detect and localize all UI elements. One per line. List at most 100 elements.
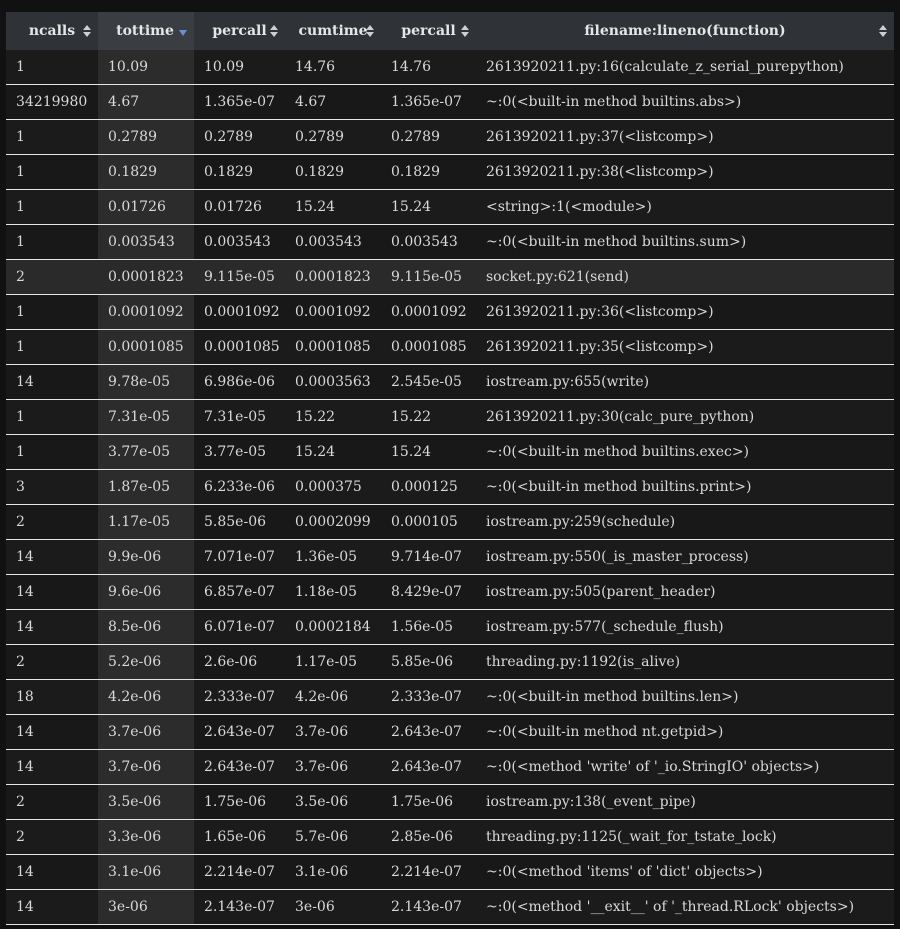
cell-ncalls: 14 xyxy=(6,854,98,890)
column-header-percall-cumulative[interactable]: percall xyxy=(381,12,476,50)
column-header-label: ncalls xyxy=(28,23,76,39)
cell-function: ~:0(<built-in method builtins.print>) xyxy=(476,469,894,505)
cell-function: ~:0(<built-in method builtins.len>) xyxy=(476,679,894,715)
cell-function: iostream.py:550(_is_master_process) xyxy=(476,539,894,575)
cell-percall: 10.09 xyxy=(194,50,285,85)
column-header-cumtime[interactable]: cumtime xyxy=(285,12,381,50)
table-row: 1 0.01726 0.01726 15.24 15.24 <string>:1(<mod… xyxy=(6,189,894,225)
profile-stats-table: ncalls tottime percall cumtime percall xyxy=(6,12,894,925)
cell-ncalls: 1 xyxy=(6,294,98,330)
cell-cumtime: 14.76 xyxy=(285,50,381,85)
table-row: 1 0.003543 0.003543 0.003543 0.003543 ~:0(<bu… xyxy=(6,224,894,260)
sort-both-icon[interactable] xyxy=(460,24,470,38)
cell-ncalls: 2 xyxy=(6,259,98,295)
cell-cumtime: 0.0003563 xyxy=(285,364,381,400)
sort-both-icon[interactable] xyxy=(82,24,92,38)
cell-tottime: 9.9e-06 xyxy=(98,539,194,575)
cell-tottime: 4.2e-06 xyxy=(98,679,194,715)
cell-tottime: 0.003543 xyxy=(98,224,194,260)
cell-ncalls: 14 xyxy=(6,714,98,750)
cell-percall-cumulative: 2.143e-07 xyxy=(381,889,476,925)
cell-ncalls: 2 xyxy=(6,784,98,820)
cell-percall-cumulative: 2.214e-07 xyxy=(381,854,476,890)
table-row: 1 0.2789 0.2789 0.2789 0.2789 2613920211.py:3… xyxy=(6,119,894,155)
cell-percall: 5.85e-06 xyxy=(194,504,285,540)
table-row: 3 1.87e-05 6.233e-06 0.000375 0.000125 ~:0(<b… xyxy=(6,469,894,505)
cell-cumtime: 1.36e-05 xyxy=(285,539,381,575)
sort-descending-icon[interactable] xyxy=(178,24,188,38)
column-header-percall[interactable]: percall xyxy=(194,12,285,50)
cell-cumtime: 3.7e-06 xyxy=(285,749,381,785)
cell-percall-cumulative: 8.429e-07 xyxy=(381,574,476,610)
cell-percall-cumulative: 15.24 xyxy=(381,189,476,225)
cell-cumtime: 0.2789 xyxy=(285,119,381,155)
column-header-label: percall xyxy=(401,23,456,39)
table-body: 1 10.09 10.09 14.76 14.76 2613920211.py:16(ca… xyxy=(6,50,894,925)
column-header-tottime[interactable]: tottime xyxy=(98,12,194,50)
cell-percall-cumulative: 1.56e-05 xyxy=(381,609,476,645)
cell-percall-cumulative: 14.76 xyxy=(381,50,476,85)
cell-percall: 6.857e-07 xyxy=(194,574,285,610)
cell-function: 2613920211.py:30(calc_pure_python) xyxy=(476,399,894,435)
cell-percall: 6.233e-06 xyxy=(194,469,285,505)
table-row: 14 9.6e-06 6.857e-07 1.18e-05 8.429e-07 iostr… xyxy=(6,574,894,610)
cell-cumtime: 3.7e-06 xyxy=(285,714,381,750)
cell-percall-cumulative: 1.365e-07 xyxy=(381,84,476,120)
cell-percall-cumulative: 2.85e-06 xyxy=(381,819,476,855)
cell-percall: 9.115e-05 xyxy=(194,259,285,295)
table-row: 14 8.5e-06 6.071e-07 0.0002184 1.56e-05 iostr… xyxy=(6,609,894,645)
cell-ncalls: 1 xyxy=(6,329,98,365)
cell-cumtime: 0.003543 xyxy=(285,224,381,260)
cell-function: socket.py:621(send) xyxy=(476,259,894,295)
cell-tottime: 4.67 xyxy=(98,84,194,120)
table-row: 2 1.17e-05 5.85e-06 0.0002099 0.000105 iostre… xyxy=(6,504,894,540)
cell-ncalls: 3 xyxy=(6,469,98,505)
cell-function: <string>:1(<module>) xyxy=(476,189,894,225)
cell-tottime: 0.2789 xyxy=(98,119,194,155)
table-row: 14 9.9e-06 7.071e-07 1.36e-05 9.714e-07 iostr… xyxy=(6,539,894,575)
cell-tottime: 0.01726 xyxy=(98,189,194,225)
sort-both-icon[interactable] xyxy=(878,24,888,38)
cell-percall: 0.1829 xyxy=(194,154,285,190)
column-header-function[interactable]: filename:lineno(function) xyxy=(476,12,894,50)
cell-cumtime: 4.67 xyxy=(285,84,381,120)
table-row: 2 3.3e-06 1.65e-06 5.7e-06 2.85e-06 threading… xyxy=(6,819,894,855)
cell-cumtime: 0.000375 xyxy=(285,469,381,505)
cell-ncalls: 14 xyxy=(6,889,98,925)
cell-ncalls: 14 xyxy=(6,539,98,575)
table-row: 2 3.5e-06 1.75e-06 3.5e-06 1.75e-06 iostream.… xyxy=(6,784,894,820)
cell-percall-cumulative: 15.24 xyxy=(381,434,476,470)
cell-tottime: 8.5e-06 xyxy=(98,609,194,645)
cell-tottime: 0.0001085 xyxy=(98,329,194,365)
cell-percall: 2.643e-07 xyxy=(194,749,285,785)
cell-cumtime: 15.24 xyxy=(285,189,381,225)
profile-stats-table-container: ncalls tottime percall cumtime percall xyxy=(6,12,894,925)
sort-both-icon[interactable] xyxy=(365,24,375,38)
cell-function: ~:0(<built-in method builtins.abs>) xyxy=(476,84,894,120)
sort-both-icon[interactable] xyxy=(269,24,279,38)
cell-tottime: 5.2e-06 xyxy=(98,644,194,680)
cell-ncalls: 1 xyxy=(6,189,98,225)
cell-percall: 7.31e-05 xyxy=(194,399,285,435)
cell-function: 2613920211.py:35(<listcomp>) xyxy=(476,329,894,365)
column-header-ncalls[interactable]: ncalls xyxy=(6,12,98,50)
cell-percall-cumulative: 0.2789 xyxy=(381,119,476,155)
cell-function: ~:0(<built-in method nt.getpid>) xyxy=(476,714,894,750)
table-row: 14 3.1e-06 2.214e-07 3.1e-06 2.214e-07 ~:0(<m… xyxy=(6,854,894,890)
cell-tottime: 0.0001092 xyxy=(98,294,194,330)
cell-function: threading.py:1192(is_alive) xyxy=(476,644,894,680)
cell-percall: 0.2789 xyxy=(194,119,285,155)
cell-cumtime: 3.5e-06 xyxy=(285,784,381,820)
table-row: 14 3.7e-06 2.643e-07 3.7e-06 2.643e-07 ~:0(<b… xyxy=(6,714,894,750)
cell-cumtime: 3e-06 xyxy=(285,889,381,925)
cell-tottime: 3.7e-06 xyxy=(98,749,194,785)
cell-percall: 2.333e-07 xyxy=(194,679,285,715)
cell-ncalls: 1 xyxy=(6,399,98,435)
table-row: 2 5.2e-06 2.6e-06 1.17e-05 5.85e-06 threading… xyxy=(6,644,894,680)
cell-cumtime: 15.24 xyxy=(285,434,381,470)
cell-tottime: 0.1829 xyxy=(98,154,194,190)
cell-ncalls: 18 xyxy=(6,679,98,715)
cell-percall: 2.643e-07 xyxy=(194,714,285,750)
cell-ncalls: 1 xyxy=(6,224,98,260)
cell-ncalls: 14 xyxy=(6,749,98,785)
